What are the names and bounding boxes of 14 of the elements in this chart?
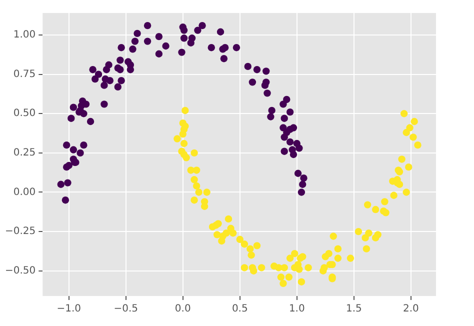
y-tick-label: 0.75 xyxy=(13,68,36,80)
x-tick-label: 0.5 xyxy=(232,304,248,315)
y-tick-label: 0.00 xyxy=(13,186,36,198)
y-tick-label: −0.25 xyxy=(4,226,36,238)
y-tick-label: −0.50 xyxy=(4,265,36,276)
x-tick-label: −0.5 xyxy=(114,304,138,315)
x-tick-label: 1.5 xyxy=(346,304,362,315)
y-tick-label: 1.00 xyxy=(13,30,36,41)
x-tick-label: 0.0 xyxy=(174,304,191,315)
y-tick-label: 0.50 xyxy=(13,108,36,120)
x-tick-label: 2.0 xyxy=(402,304,419,315)
x-tick-label: 1.0 xyxy=(288,304,305,315)
x-tick-label: −1.0 xyxy=(56,304,82,315)
y-tick-label: 0.25 xyxy=(13,148,36,159)
